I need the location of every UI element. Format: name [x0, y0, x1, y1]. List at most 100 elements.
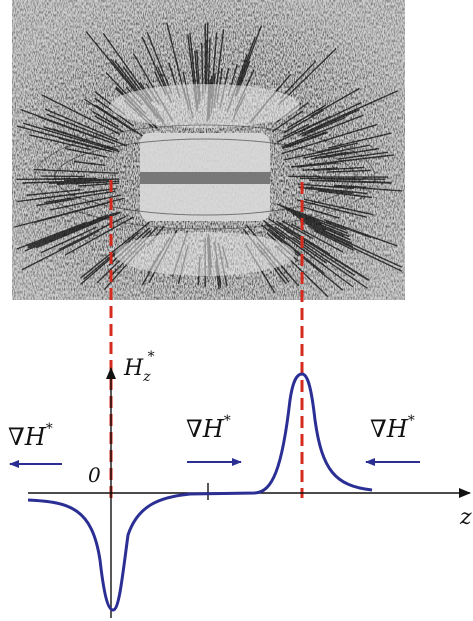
filing-streak	[281, 123, 378, 155]
filing-streak	[33, 168, 119, 174]
filing-streak	[302, 144, 370, 159]
filing-streak	[16, 125, 113, 153]
filing-streak	[279, 60, 317, 99]
filing-streak	[312, 179, 392, 184]
filing-streak	[305, 186, 368, 195]
filing-streak	[35, 211, 121, 249]
filing-streak	[73, 160, 106, 166]
filing-streak	[304, 198, 373, 216]
filing-streak	[26, 189, 81, 196]
filing-streak	[338, 151, 389, 160]
filing-streak	[27, 212, 115, 249]
filing-streak	[205, 22, 209, 86]
filing-streak	[16, 221, 88, 250]
filing-streak	[309, 226, 403, 272]
filing-streak	[71, 181, 107, 185]
filing-streak	[287, 104, 327, 129]
filing-streak	[290, 223, 344, 253]
filing-streak	[301, 116, 346, 137]
filing-streak	[299, 177, 386, 180]
filing-streak	[27, 214, 109, 247]
filing-streak	[302, 167, 338, 171]
vertical-axis-label: Hz*	[123, 349, 155, 385]
filing-streak	[36, 198, 75, 207]
filing-streak	[85, 30, 139, 96]
filing-streak	[286, 131, 328, 149]
filing-streak	[313, 229, 355, 251]
filing-streak	[30, 211, 119, 249]
filing-streak	[296, 162, 338, 168]
filing-streak	[310, 87, 360, 118]
filing-streak	[46, 113, 128, 147]
filing-streak	[302, 206, 340, 219]
filing-streak	[84, 98, 136, 133]
filing-streak	[79, 221, 151, 279]
filing-streak	[292, 236, 368, 289]
filing-streak	[94, 115, 125, 133]
filing-streak	[292, 241, 354, 288]
filing-streak	[298, 101, 362, 133]
filing-streak	[271, 110, 303, 133]
filing-streak	[207, 38, 211, 86]
filing-streak	[49, 198, 102, 211]
filing-streak	[283, 147, 340, 161]
filing-streak	[146, 31, 173, 95]
filing-streak	[307, 90, 398, 132]
filing-streak	[291, 154, 394, 168]
field-curve	[27, 372, 373, 612]
filing-streak	[234, 25, 262, 97]
filing-streak	[44, 108, 119, 141]
filing-streak	[328, 132, 392, 149]
filing-streak	[35, 190, 99, 200]
filing-streak	[300, 217, 345, 237]
filing-streak	[270, 230, 343, 291]
filing-streak	[282, 220, 313, 239]
filing-streak	[323, 219, 398, 247]
filing-streak	[298, 186, 353, 195]
filing-streak	[58, 215, 127, 251]
iron-filings-photo	[12, 0, 405, 300]
filing-streak	[268, 228, 326, 275]
filing-streak	[91, 110, 119, 128]
filing-streak	[303, 109, 360, 135]
filing-streak	[297, 183, 355, 190]
filing-streak	[283, 109, 325, 134]
filing-streak	[157, 66, 167, 87]
filing-streak	[122, 66, 145, 95]
gradient-label-left: ∇H*	[8, 421, 53, 451]
filing-streak	[333, 185, 403, 192]
filing-streak	[325, 220, 372, 239]
filing-streak	[64, 216, 134, 256]
filing-streak	[278, 222, 330, 256]
filing-streak	[215, 29, 225, 91]
filing-streak	[20, 108, 116, 145]
filing-streak	[237, 58, 249, 86]
filing-streak	[74, 135, 115, 150]
horizontal-axis-label: z	[459, 505, 472, 530]
gradient-label-right: ∇H*	[370, 413, 415, 443]
filing-streak	[29, 134, 91, 151]
filing-streak	[310, 151, 356, 160]
filing-streak	[48, 181, 90, 184]
origin-label: 0	[88, 463, 101, 487]
filing-streak	[14, 197, 125, 228]
filing-streak	[40, 226, 97, 254]
filing-streak	[317, 190, 373, 199]
filing-streak	[286, 209, 323, 225]
filing-streak	[309, 223, 347, 242]
filing-streak	[22, 122, 120, 153]
filing-streak	[41, 94, 121, 135]
filing-streak	[16, 177, 96, 181]
filing-streak	[326, 169, 371, 173]
filing-streak	[268, 218, 303, 241]
filing-streak	[64, 178, 120, 182]
filing-streak	[279, 205, 321, 222]
filing-streak	[282, 114, 364, 148]
filing-streak	[95, 104, 143, 137]
filing-streak	[313, 166, 365, 172]
gradient-label-middle: ∇H*	[186, 413, 231, 443]
filing-streak	[282, 123, 310, 138]
filing-streak	[44, 190, 116, 204]
filing-streak	[22, 179, 109, 184]
